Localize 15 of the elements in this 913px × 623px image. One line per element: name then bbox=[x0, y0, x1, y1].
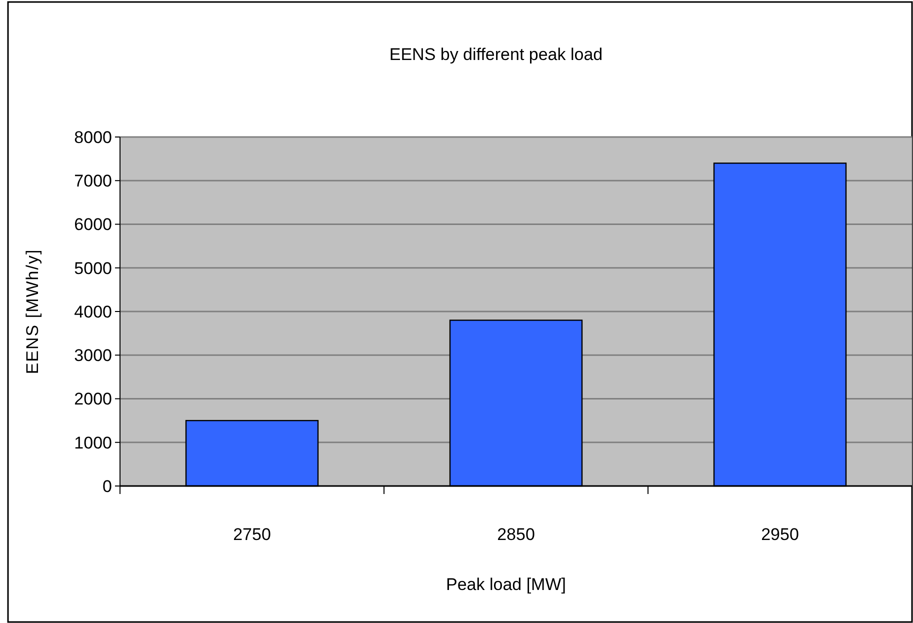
y-axis-title: EENS [MWh/y] bbox=[23, 248, 42, 374]
y-tick-label: 6000 bbox=[74, 215, 112, 234]
x-tick-label: 2950 bbox=[761, 525, 799, 544]
y-tick-label: 8000 bbox=[74, 128, 112, 147]
y-tick-label: 3000 bbox=[74, 346, 112, 366]
x-tick-label: 2850 bbox=[497, 525, 535, 544]
y-tick-label: 5000 bbox=[74, 258, 112, 278]
chart-title: EENS by different peak load bbox=[389, 45, 603, 64]
y-tick-label: 1000 bbox=[74, 433, 112, 452]
y-tick-label: 4000 bbox=[74, 302, 112, 322]
x-axis-title: Peak load [MW] bbox=[446, 575, 566, 594]
x-tick-label: 2750 bbox=[233, 525, 271, 544]
y-tick-label: 2000 bbox=[74, 390, 112, 409]
y-tick-label: 0 bbox=[102, 476, 112, 496]
y-tick-label: 7000 bbox=[74, 172, 112, 191]
